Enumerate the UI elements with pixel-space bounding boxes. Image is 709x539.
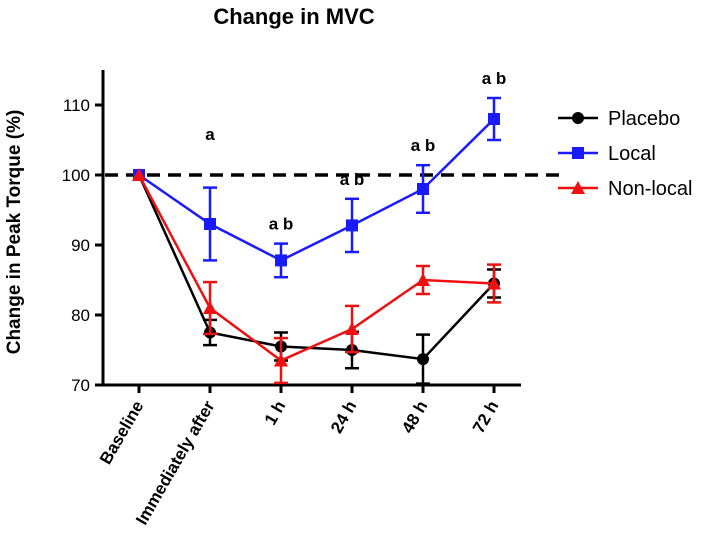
data-point-local [204, 218, 216, 230]
y-tick-label: 100 [62, 166, 90, 185]
series-line-non-local [137, 174, 495, 362]
series-non-local [132, 168, 501, 385]
data-point-local [346, 219, 358, 232]
significance-label: a b [411, 136, 436, 155]
significance-label: a b [340, 170, 365, 189]
x-tick-label: 1 h [261, 398, 290, 429]
y-tick-label: 80 [71, 306, 90, 325]
y-tick-label: 90 [71, 236, 90, 255]
x-tick-label: 48 h [398, 398, 431, 437]
legend-marker-local [572, 147, 584, 159]
series-line-local [138, 118, 495, 262]
legend: Placebo Local Non-local [558, 108, 692, 200]
data-point-non-local [416, 273, 430, 286]
data-point-non-local [345, 322, 359, 335]
x-tick-label: Baseline [96, 398, 147, 468]
x-tick-label: 24 h [327, 398, 360, 437]
y-tick-label: 70 [71, 376, 90, 395]
data-point-non-local [132, 168, 146, 181]
chart-title: Change in MVC [213, 4, 374, 29]
data-point-non-local [203, 301, 217, 314]
y-tick-label: 110 [63, 96, 90, 115]
significance-label: a [205, 125, 215, 144]
legend-marker-placebo [572, 112, 584, 124]
data-point-local [417, 183, 429, 195]
data-point-local [275, 254, 287, 267]
significance-label: a b [482, 69, 507, 88]
series-local [133, 96, 501, 279]
significance-label: a b [269, 215, 294, 234]
legend-marker-non-local [571, 181, 585, 194]
y-axis-label: Change in Peak Torque (%) [4, 110, 25, 355]
legend-label-placebo: Placebo [608, 108, 680, 130]
data-point-non-local [487, 276, 501, 290]
series-placebo [133, 169, 501, 385]
legend-label-local: Local [608, 143, 656, 165]
data-point-local [488, 113, 500, 125]
legend-label-non-local: Non-local [608, 178, 692, 200]
series-line-placebo [137, 174, 495, 361]
data-point-non-local [274, 353, 288, 367]
x-tick-label: Immediately after [132, 397, 219, 528]
x-tick-label: 72 h [469, 398, 502, 437]
data-point-placebo [417, 353, 429, 366]
